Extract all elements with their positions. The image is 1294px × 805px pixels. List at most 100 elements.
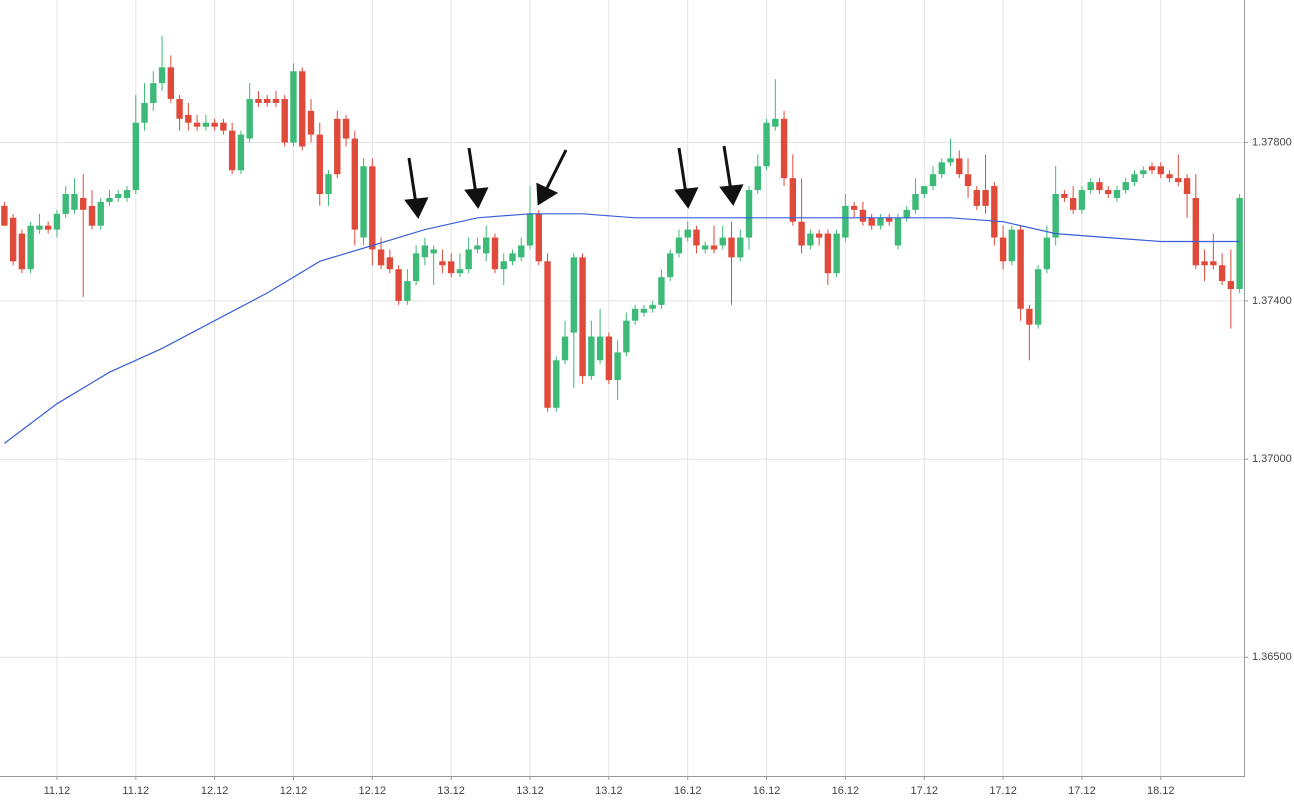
candle-body: [912, 194, 919, 210]
moving-average-line: [4, 213, 1240, 444]
candle-body: [859, 209, 867, 222]
candle-body: [141, 102, 148, 123]
candle-body: [491, 237, 499, 270]
candle-body: [395, 269, 402, 301]
x-tick-label: 11.12: [122, 785, 149, 797]
candle-body: [693, 229, 700, 246]
candle-body: [1, 205, 8, 226]
candle-body: [509, 253, 516, 262]
candle-body: [1140, 170, 1147, 175]
candle-body: [596, 336, 604, 361]
candle-body: [158, 67, 166, 84]
candle-body: [929, 174, 937, 187]
y-tick-label: 1.37000: [1252, 453, 1292, 465]
candle-body: [561, 336, 569, 361]
candle-body: [9, 217, 17, 262]
candle-body: [465, 249, 472, 270]
candle-body: [202, 122, 210, 127]
candle-body: [430, 249, 437, 254]
candle-body: [991, 186, 998, 238]
candle-body: [412, 253, 420, 282]
candle-body: [1087, 182, 1094, 191]
candle-body: [377, 249, 385, 266]
candle-body: [956, 158, 963, 175]
candle-body: [815, 233, 823, 238]
x-tick-label: 17.12: [910, 785, 938, 797]
arrow: [544, 149, 568, 191]
arrow-head: [674, 187, 699, 209]
candle-body: [1113, 190, 1121, 198]
candle-body: [123, 190, 131, 198]
candle-body: [447, 261, 455, 274]
candle-body: [439, 261, 446, 266]
candle-body: [754, 166, 761, 191]
candle-body: [526, 213, 534, 246]
x-tick-label: 11.12: [44, 785, 71, 797]
marks: [1, 35, 1243, 444]
candle-body: [53, 213, 61, 230]
candle-body: [553, 360, 560, 408]
x-tick-label: 16.12: [753, 785, 781, 797]
candle-body: [649, 304, 656, 309]
arrow-head: [464, 187, 489, 209]
candle-body: [921, 186, 928, 194]
candle-body: [360, 166, 367, 238]
candle-body: [833, 233, 840, 274]
candle-body: [316, 134, 323, 194]
candle-body: [386, 257, 394, 270]
candle-body: [80, 197, 87, 210]
x-tick-label: 16.12: [832, 785, 860, 797]
candle-body: [281, 98, 288, 143]
candle-body: [1043, 237, 1051, 270]
candle-body: [342, 118, 350, 139]
candle-body: [763, 122, 770, 167]
candle-body: [369, 166, 376, 250]
candle-body: [614, 352, 621, 381]
candle-body: [518, 245, 525, 258]
candle-body: [237, 134, 245, 171]
candle-body: [1192, 197, 1200, 266]
candle-body: [421, 245, 429, 258]
candle-body: [798, 221, 805, 246]
x-tick-label: 17.12: [989, 785, 1017, 797]
candle-body: [325, 174, 332, 194]
candle-body: [299, 71, 306, 147]
candle-body: [1157, 166, 1164, 175]
candle-body: [719, 237, 726, 246]
arrow-head: [536, 182, 559, 206]
candle-body: [263, 98, 271, 103]
candle-body: [1227, 281, 1235, 290]
candle-body: [850, 205, 858, 210]
candle-body: [1061, 194, 1068, 198]
candle-body: [176, 98, 183, 119]
candle-body: [88, 205, 96, 226]
candle-body: [1218, 265, 1226, 282]
candle-body: [640, 308, 648, 313]
candle-body: [605, 336, 613, 381]
candle-body: [894, 217, 902, 246]
x-tick-label: 12.12: [359, 785, 387, 797]
candle-body: [702, 245, 709, 250]
candle-body: [666, 253, 674, 278]
candle-body: [246, 98, 253, 139]
candle-body: [982, 190, 989, 206]
candle-body: [885, 217, 893, 222]
candle-body: [185, 114, 192, 123]
candle-body: [684, 229, 691, 238]
candle-body: [1236, 197, 1243, 290]
arrow-head: [719, 184, 744, 206]
arrow-head: [404, 197, 429, 219]
candle-body: [255, 98, 262, 103]
candle-body: [623, 320, 630, 353]
candle-body: [570, 257, 578, 333]
candle-body: [211, 122, 218, 127]
x-tick-label: 13.12: [516, 785, 544, 797]
arrow: [722, 145, 733, 192]
candle-body: [772, 118, 779, 127]
candle-body: [483, 237, 490, 254]
candle-body: [544, 261, 551, 408]
candle-body: [115, 194, 122, 198]
candle-body: [1017, 229, 1024, 309]
candle-body: [132, 122, 139, 191]
candle-body: [780, 118, 788, 179]
